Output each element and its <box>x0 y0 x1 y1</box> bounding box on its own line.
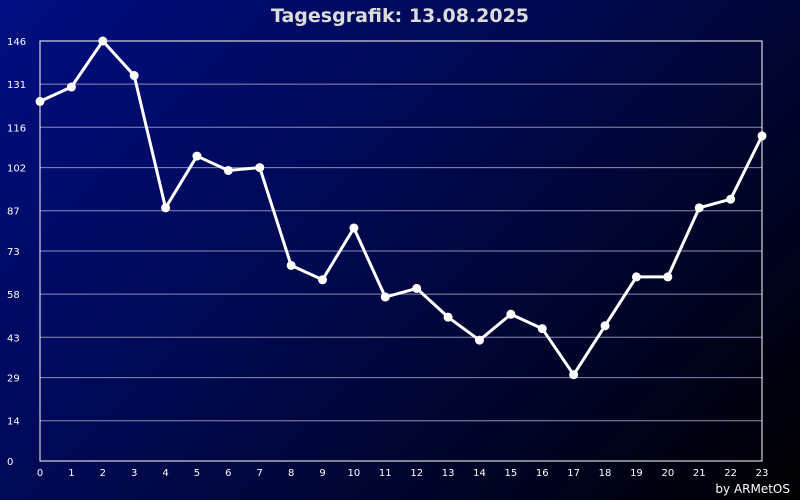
y-tick-label: 131 <box>7 80 26 91</box>
x-tick-label: 2 <box>100 468 106 479</box>
x-tick-label: 19 <box>630 468 643 479</box>
x-tick-label: 3 <box>131 468 137 479</box>
y-tick-label: 102 <box>7 164 26 175</box>
x-tick-label: 11 <box>379 468 392 479</box>
x-tick-label: 7 <box>257 468 263 479</box>
data-point <box>443 312 453 322</box>
data-point <box>223 165 233 175</box>
data-point <box>757 131 767 141</box>
data-point <box>412 283 422 293</box>
y-tick-label: 58 <box>7 290 20 301</box>
y-tick-label: 116 <box>7 123 26 134</box>
data-point <box>506 309 516 319</box>
data-point <box>569 370 579 380</box>
data-point <box>286 260 296 270</box>
x-tick-label: 14 <box>473 468 486 479</box>
credit-label: by ARMetOS <box>715 482 790 496</box>
data-point <box>380 292 390 302</box>
x-tick-label: 12 <box>410 468 423 479</box>
y-tick-label: 43 <box>7 333 20 344</box>
data-point <box>694 203 704 213</box>
data-point <box>98 36 108 46</box>
y-tick-label: 0 <box>7 457 13 468</box>
data-point <box>66 82 76 92</box>
y-tick-label: 146 <box>7 37 26 48</box>
x-tick-label: 21 <box>693 468 706 479</box>
data-point <box>192 151 202 161</box>
x-tick-label: 1 <box>68 468 74 479</box>
series-line <box>39 39 764 377</box>
y-tick-label: 87 <box>7 207 20 218</box>
plot-frame <box>39 40 763 462</box>
data-point <box>318 275 328 285</box>
x-tick-label: 6 <box>225 468 231 479</box>
data-point <box>537 324 547 334</box>
x-tick-label: 13 <box>442 468 455 479</box>
data-point <box>726 194 736 204</box>
data-point <box>349 223 359 233</box>
data-point <box>631 272 641 282</box>
y-tick-label: 73 <box>7 247 20 258</box>
x-tick-label: 4 <box>162 468 168 479</box>
data-point <box>663 272 673 282</box>
x-tick-label: 0 <box>37 468 43 479</box>
x-tick-label: 5 <box>194 468 200 479</box>
chart-title: Tagesgrafik: 13.08.2025 <box>270 5 530 27</box>
data-point <box>161 203 171 213</box>
x-tick-label: 18 <box>599 468 612 479</box>
y-tick-label: 29 <box>7 374 20 385</box>
data-point <box>255 163 265 173</box>
data-point <box>129 71 139 81</box>
x-tick-label: 10 <box>348 468 361 479</box>
y-tick-label: 14 <box>7 417 20 428</box>
data-point <box>474 335 484 345</box>
x-tick-label: 15 <box>505 468 518 479</box>
x-tick-label: 22 <box>724 468 737 479</box>
x-tick-label: 16 <box>536 468 549 479</box>
x-tick-label: 9 <box>319 468 325 479</box>
x-tick-label: 20 <box>661 468 674 479</box>
x-tick-label: 23 <box>756 468 769 479</box>
x-tick-label: 8 <box>288 468 294 479</box>
data-point <box>600 321 610 331</box>
x-tick-label: 17 <box>567 468 580 479</box>
data-point <box>35 96 45 106</box>
